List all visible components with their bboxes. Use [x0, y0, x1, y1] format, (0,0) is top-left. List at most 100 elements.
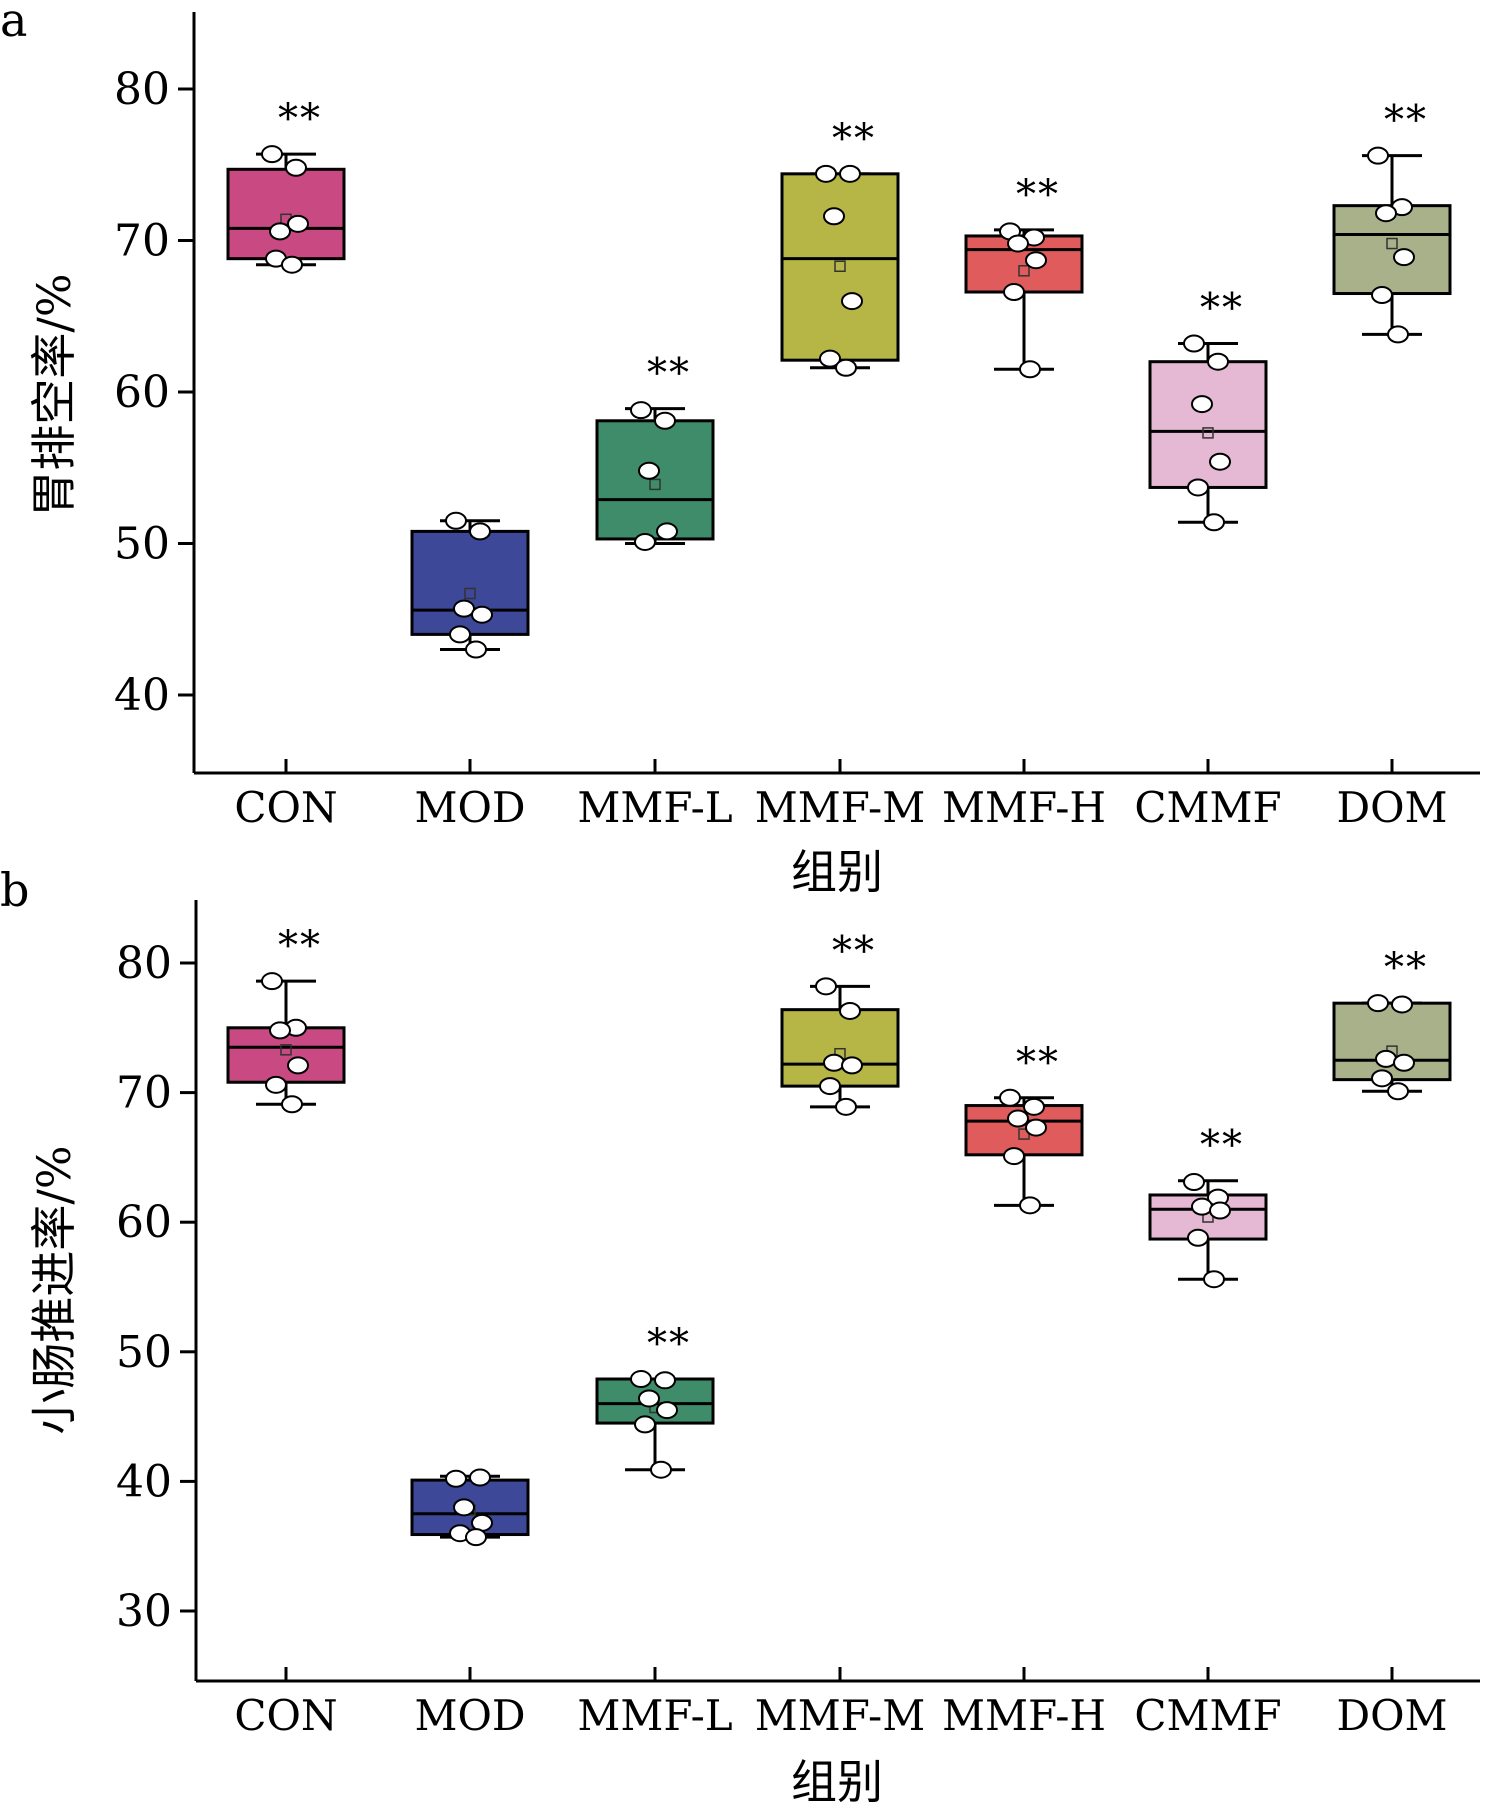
x-tick-label: CMMF [1134, 1691, 1281, 1740]
box-group-mmf-m: ** [780, 116, 900, 377]
box-group-mmf-l: ** [595, 351, 715, 551]
panel-label-a: a [0, 0, 27, 47]
data-point [469, 522, 491, 541]
significance-mark: ** [647, 1321, 691, 1367]
x-tick-label: CMMF [1134, 783, 1281, 832]
x-tick-label: DOM [1336, 783, 1447, 832]
y-axis-title-a: 胃排空率/% [27, 273, 81, 516]
data-point [1203, 1270, 1225, 1289]
data-point [1003, 1147, 1025, 1166]
box-group-mmf-h: ** [964, 1040, 1084, 1215]
data-point [261, 145, 283, 164]
data-point [1391, 995, 1413, 1014]
data-point [1367, 146, 1389, 165]
data-point [654, 1371, 676, 1390]
box-iqr [410, 529, 530, 636]
significance-mark: ** [832, 116, 876, 162]
data-point [819, 349, 841, 368]
data-point [1209, 452, 1231, 471]
data-point [841, 1056, 863, 1075]
data-point [634, 532, 656, 551]
box-group-mmf-h: ** [964, 172, 1084, 379]
data-point [269, 222, 291, 241]
significance-mark: ** [1200, 1123, 1244, 1169]
data-point [999, 1088, 1021, 1107]
data-point [819, 1077, 841, 1096]
x-tick-label: MMF-M [755, 1691, 925, 1740]
data-point [1375, 204, 1397, 223]
data-point [823, 1053, 845, 1072]
significance-mark: ** [832, 928, 876, 974]
box-group-dom: ** [1332, 98, 1452, 344]
box-iqr [780, 1008, 900, 1088]
mean-marker [464, 587, 476, 600]
data-point [815, 977, 837, 996]
data-point [1387, 325, 1409, 344]
mean-marker [280, 1044, 292, 1056]
x-tick-label: DOM [1336, 1691, 1447, 1740]
data-point [1203, 513, 1225, 532]
significance-mark: ** [1384, 98, 1428, 144]
data-point [281, 1095, 303, 1114]
data-point [1187, 478, 1209, 497]
y-tick-label: 50 [116, 1327, 172, 1378]
box-group-cmmf: ** [1148, 1123, 1268, 1289]
data-point [1003, 283, 1025, 302]
data-point [1375, 1049, 1397, 1068]
data-point [261, 972, 283, 991]
category-labels-b: CON MOD MMF-L MMF-M MMF-H CMMF DOM [234, 1667, 1448, 1740]
x-tick-label: CON [234, 1691, 337, 1740]
data-point [815, 164, 837, 183]
significance-mark: ** [647, 351, 691, 397]
data-point [469, 1468, 491, 1487]
data-point [1007, 234, 1029, 253]
box-group-dom: ** [1332, 945, 1452, 1101]
data-point [823, 207, 845, 226]
data-point [285, 158, 307, 177]
box-group-mod [410, 511, 530, 659]
data-point [465, 640, 487, 659]
data-point [465, 1528, 487, 1547]
data-point [1371, 1069, 1393, 1088]
significance-mark: ** [1200, 286, 1244, 332]
panel-a: a 40 50 60 70 80 ** ** ** ** ** ** CON MOD MMF-L MMF… [0, 0, 1480, 899]
data-point [1207, 352, 1229, 371]
y-ticks-a: 40 50 60 70 80 [114, 64, 194, 721]
data-point [1387, 1082, 1409, 1101]
box-group-mmf-m: ** [780, 928, 900, 1116]
data-point [265, 1075, 287, 1094]
data-point [445, 1469, 467, 1488]
significance-mark: ** [1384, 945, 1428, 991]
x-tick-label: MOD [414, 783, 525, 832]
data-point [471, 605, 493, 624]
data-point [1393, 1053, 1415, 1072]
y-tick-label: 40 [116, 1456, 172, 1507]
data-point [1191, 395, 1213, 414]
data-point [630, 1370, 652, 1389]
y-axis-title-b: 小肠推进率/% [27, 1145, 81, 1434]
y-tick-label: 80 [114, 64, 170, 115]
data-point [453, 599, 475, 618]
y-tick-label: 60 [116, 1197, 172, 1248]
y-ticks-b: 30 40 50 60 70 80 [116, 938, 196, 1637]
x-tick-label: MMF-M [755, 783, 925, 832]
y-tick-label: 30 [116, 1586, 172, 1637]
box-iqr [1332, 1001, 1452, 1082]
data-point [634, 1415, 656, 1434]
data-point [287, 1056, 309, 1075]
x-tick-label: MMF-L [577, 783, 732, 832]
data-point [638, 1389, 660, 1408]
significance-mark: ** [1016, 1040, 1060, 1086]
data-point [656, 522, 678, 541]
data-point [1187, 1228, 1209, 1247]
data-point [1023, 1097, 1045, 1116]
data-point [1019, 360, 1041, 379]
data-point [654, 411, 676, 430]
data-point [839, 164, 861, 183]
data-point [1025, 251, 1047, 270]
data-point [638, 461, 660, 480]
box-group-mmf-l: ** [595, 1321, 715, 1479]
significance-mark: ** [278, 96, 322, 142]
y-tick-label: 60 [114, 367, 170, 418]
